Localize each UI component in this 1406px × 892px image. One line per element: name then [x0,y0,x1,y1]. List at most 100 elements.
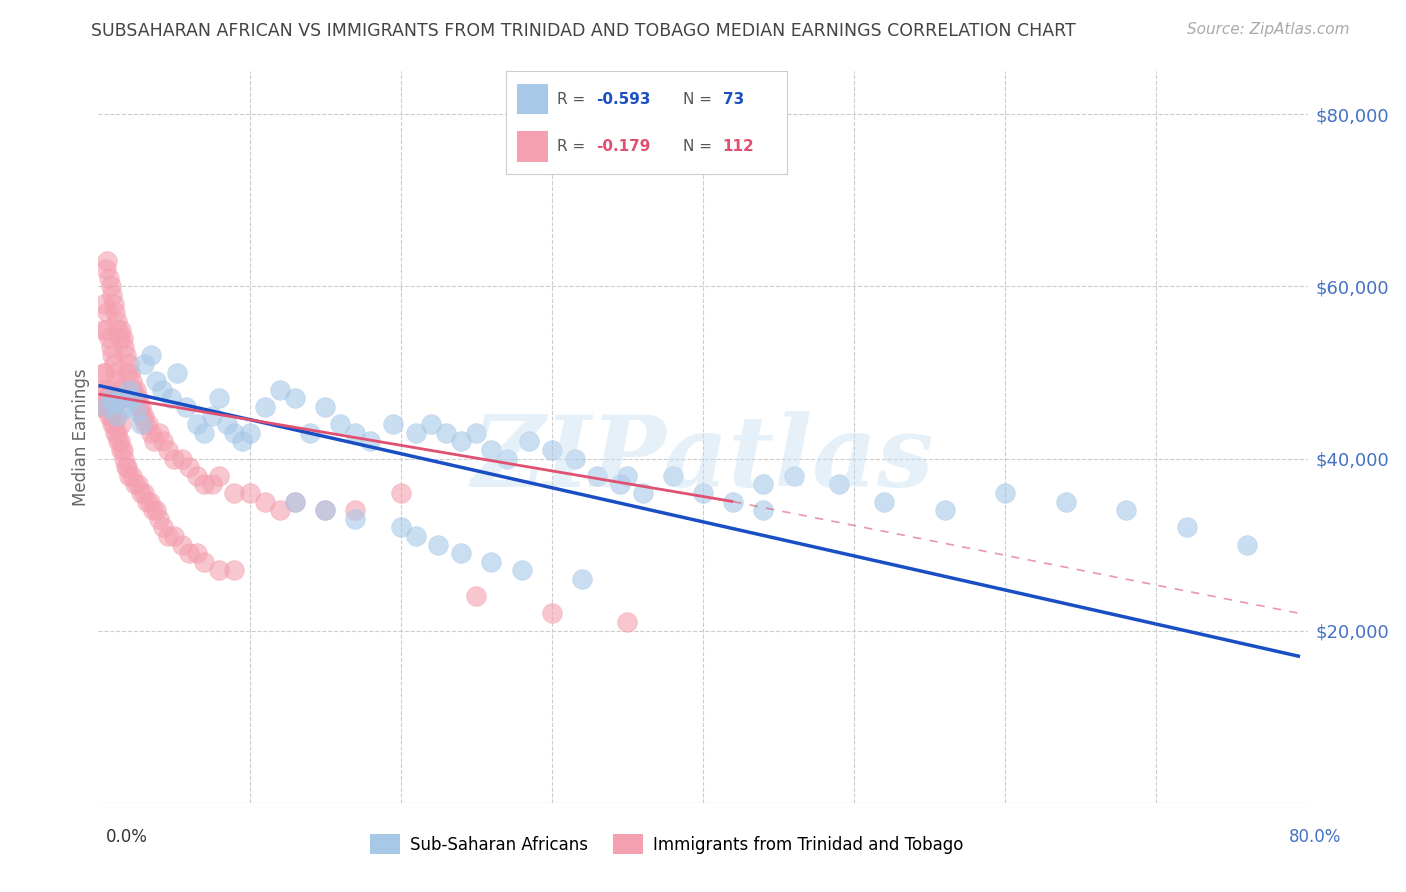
Point [103,296,125,310]
Point [118,383,141,397]
Point [118,357,141,371]
Point [692,486,714,500]
Point [101,417,124,432]
Point [105,374,128,388]
Point [94,400,117,414]
Point [103,395,125,409]
Point [405,425,427,440]
Point [163,451,186,466]
Point [132,409,155,423]
Point [1236,538,1258,552]
Point [111,331,134,345]
Point [118,468,141,483]
Point [1054,494,1077,508]
Point [163,529,186,543]
Point [450,546,472,560]
Point [828,477,851,491]
Point [873,494,896,508]
Point [98,409,121,423]
Text: Source: ZipAtlas.com: Source: ZipAtlas.com [1187,22,1350,37]
Point [111,392,134,406]
Legend: Sub-Saharan Africans, Immigrants from Trinidad and Tobago: Sub-Saharan Africans, Immigrants from Tr… [363,828,970,860]
Point [253,494,276,508]
Point [107,434,129,449]
Point [94,262,117,277]
Point [160,392,183,406]
Point [94,392,117,406]
Point [360,434,382,449]
Point [143,434,166,449]
Point [344,425,367,440]
Point [114,460,136,475]
Point [631,486,654,500]
Text: R =: R = [557,92,585,106]
Point [110,417,132,432]
Point [101,348,124,362]
Point [1175,520,1198,534]
Point [94,322,117,336]
Point [96,305,118,319]
Point [481,555,503,569]
Text: R =: R = [557,139,585,153]
Point [481,442,503,457]
Point [127,477,149,491]
Point [179,460,201,475]
Point [314,400,336,414]
Point [112,451,135,466]
Text: -0.179: -0.179 [596,139,651,153]
Point [723,494,745,508]
Point [90,400,112,414]
Point [1115,503,1137,517]
Point [201,477,224,491]
Y-axis label: Median Earnings: Median Earnings [72,368,90,506]
Point [616,615,638,629]
Point [609,477,631,491]
Point [111,442,134,457]
Point [105,409,128,423]
Point [752,477,775,491]
Point [571,572,593,586]
Point [121,392,143,406]
Point [141,348,163,362]
Point [193,477,215,491]
Text: 112: 112 [723,139,755,153]
Point [201,409,224,423]
Text: -0.593: -0.593 [596,92,651,106]
Point [465,425,488,440]
Point [389,486,412,500]
Point [170,538,193,552]
Point [186,417,208,432]
Point [284,392,307,406]
Point [100,340,122,354]
Point [108,392,131,406]
Point [107,322,129,336]
Point [186,468,208,483]
Point [344,503,367,517]
Text: ZIPatlas: ZIPatlas [472,411,934,508]
Text: 80.0%: 80.0% [1288,828,1341,846]
Point [98,271,121,285]
Text: N =: N = [683,92,713,106]
Point [193,425,215,440]
Point [224,564,246,578]
Point [193,555,215,569]
Point [122,383,145,397]
Point [105,409,128,423]
Point [150,383,173,397]
Point [100,392,122,406]
Point [179,546,201,560]
Point [110,442,132,457]
Point [427,538,450,552]
Point [125,383,148,397]
Point [148,512,170,526]
Bar [517,84,548,114]
Point [134,417,156,432]
Point [112,340,135,354]
Point [152,434,174,449]
Point [564,451,586,466]
Point [141,425,163,440]
Point [405,529,427,543]
Point [382,417,405,432]
Point [586,468,609,483]
Point [124,477,146,491]
